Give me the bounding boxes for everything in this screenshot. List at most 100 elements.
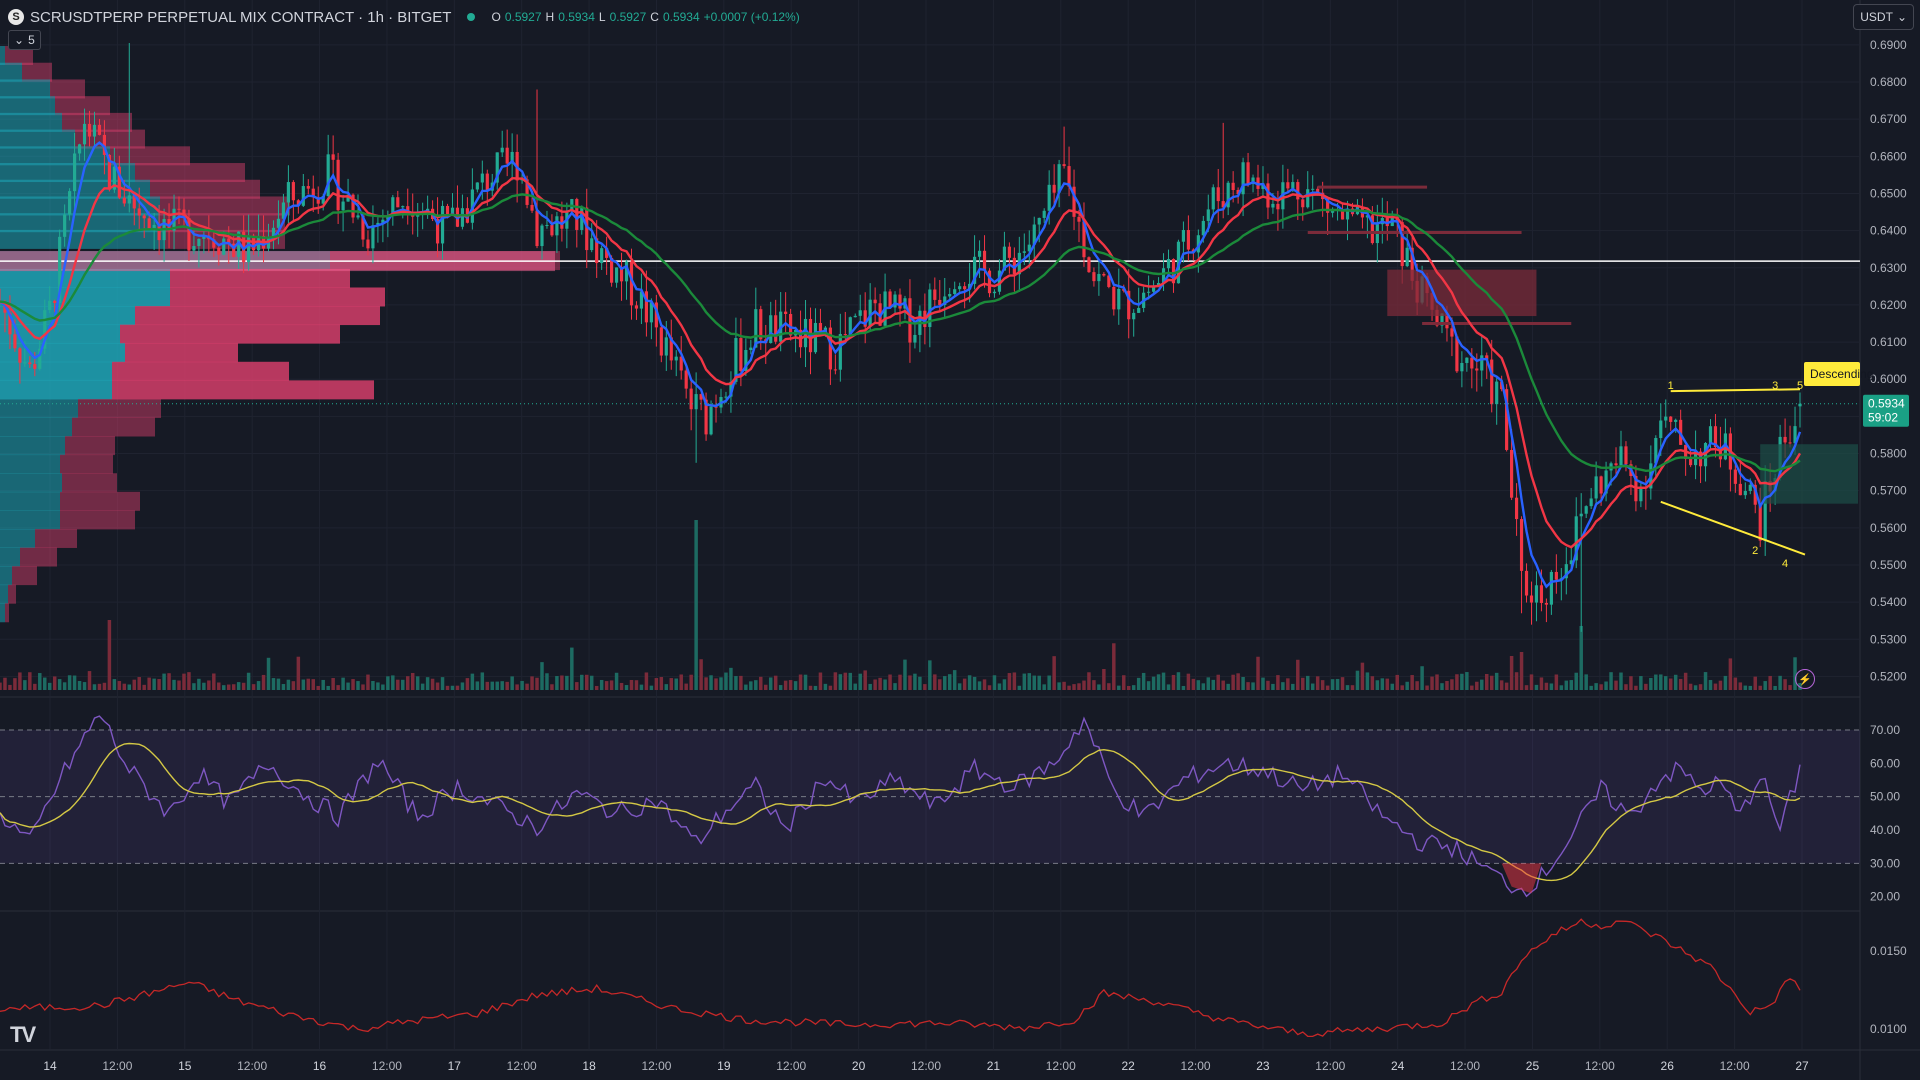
time-tick-label: 12:00: [776, 1059, 806, 1073]
symbol-title[interactable]: SCRUSDTPERP PERPETUAL MIX CONTRACT · 1h …: [30, 8, 452, 26]
candle-body: [624, 261, 629, 282]
volume-bar: [928, 660, 932, 690]
volume-bar: [734, 676, 738, 690]
candle-body: [361, 215, 365, 240]
volume-bar: [142, 684, 146, 690]
volume-bar: [823, 683, 828, 690]
candle-body: [1186, 230, 1190, 250]
candle-body: [1181, 230, 1186, 242]
volume-bar: [1758, 685, 1762, 690]
candle-body: [818, 322, 823, 332]
candle-body: [1326, 199, 1330, 213]
lightning-icon[interactable]: ⚡: [1795, 669, 1815, 689]
candle-body: [1097, 273, 1101, 282]
volume-bar: [947, 674, 952, 690]
volume-profile-up-bar: [0, 436, 65, 456]
candle-body: [694, 394, 698, 410]
volume-bar: [485, 681, 490, 690]
volume-bar: [1549, 683, 1554, 690]
volume-bar: [629, 679, 634, 690]
volume-bar: [1688, 683, 1693, 690]
candle-body: [1057, 164, 1061, 193]
price-tick-label: 0.6900: [1870, 38, 1907, 52]
volume-bar: [1325, 685, 1330, 690]
volume-bar: [1594, 683, 1598, 690]
volume-bar: [1256, 656, 1260, 690]
currency-select[interactable]: USDT ⌄: [1853, 4, 1914, 30]
volume-bar: [1047, 675, 1051, 690]
candle-body: [371, 225, 375, 249]
volume-bar: [838, 674, 843, 690]
price-tick-label: 0.6100: [1870, 335, 1907, 349]
volume-bar: [1489, 675, 1494, 690]
candle-body: [729, 381, 733, 397]
candle-body: [33, 364, 37, 369]
volume-bar: [1519, 652, 1524, 690]
volume-bar: [77, 680, 82, 690]
candle-body: [1077, 216, 1081, 222]
candle-body: [982, 250, 987, 271]
volume-bar: [739, 675, 743, 690]
candle-body: [102, 134, 107, 155]
volume-bar: [624, 685, 629, 690]
candle-body: [18, 348, 22, 363]
volume-bar: [1430, 676, 1434, 690]
volume-bar: [1639, 676, 1643, 690]
candle-body: [381, 219, 385, 223]
volume-profile-up-bar: [0, 528, 35, 548]
volume-profile-down-bar: [62, 112, 132, 132]
volume-bar: [1450, 679, 1454, 690]
volume-profile-down-bar: [60, 510, 135, 530]
candle-body: [555, 216, 559, 236]
candle-body: [1022, 251, 1026, 253]
candle-body: [848, 317, 852, 335]
volume-bar: [570, 647, 574, 690]
volume-bar: [47, 682, 52, 690]
volume-bar: [604, 681, 609, 690]
volume-bar: [67, 675, 72, 690]
candle-body: [1037, 217, 1041, 225]
candle-body: [789, 314, 793, 336]
volume-bar: [788, 680, 793, 690]
candle-body: [232, 243, 236, 257]
volume-bar: [1301, 677, 1305, 690]
volume-bar: [1629, 676, 1633, 690]
candle-body: [1470, 357, 1474, 369]
volume-bar: [1713, 683, 1718, 690]
candle-body: [644, 291, 648, 323]
candle-body: [739, 338, 743, 371]
volume-bar: [212, 673, 216, 690]
time-tick-label: 18: [582, 1059, 596, 1073]
volume-profile-up-bar: [0, 213, 160, 233]
volume-bar: [1475, 681, 1479, 690]
candle-body: [1514, 497, 1519, 520]
price-tick-label: 0.6400: [1870, 224, 1907, 238]
indicators-toggle-button[interactable]: ⌄ 5: [8, 30, 41, 50]
candle-body: [192, 246, 196, 251]
time-tick-label: 12:00: [1181, 1059, 1211, 1073]
candle-body: [943, 296, 947, 305]
volume-bar: [371, 680, 375, 690]
candle-body: [38, 348, 42, 369]
candle-body: [1798, 403, 1802, 407]
candle-body: [1475, 368, 1479, 371]
volume-bar: [450, 685, 455, 690]
volume-bar: [122, 683, 127, 690]
volume-bar: [1514, 672, 1519, 690]
candle-body: [1410, 247, 1414, 281]
volume-bar: [1107, 683, 1111, 690]
candle-body: [271, 227, 276, 237]
candle-body: [1246, 162, 1250, 184]
time-tick-label: 24: [1391, 1059, 1405, 1073]
volume-bar: [1659, 674, 1663, 690]
volume-bar: [470, 673, 475, 690]
candle-body: [137, 208, 141, 216]
volume-bar: [38, 673, 42, 690]
volume-profile-down-bar: [5, 46, 33, 66]
volume-bar: [575, 682, 579, 690]
tradingview-logo: TV: [10, 1022, 36, 1047]
volume-bar: [1330, 679, 1335, 690]
candle-body: [535, 210, 539, 247]
candle-body: [276, 218, 281, 228]
